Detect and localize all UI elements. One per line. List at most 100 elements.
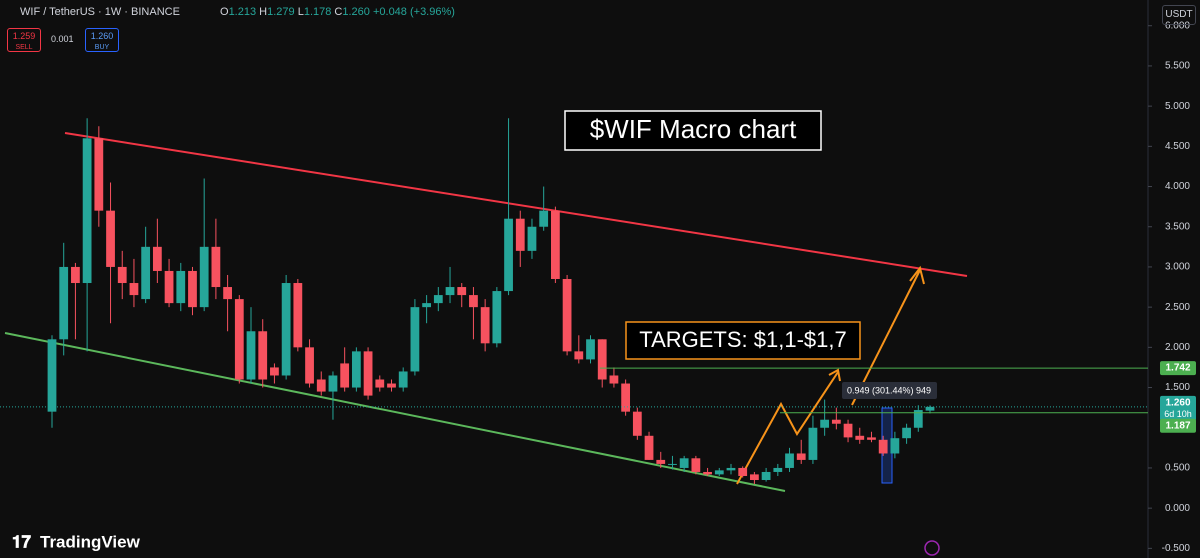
candle-body xyxy=(199,246,209,308)
candle-body xyxy=(82,138,92,284)
candle-body xyxy=(410,307,420,372)
candle-body xyxy=(305,347,314,384)
y-tick-label: 5.000 xyxy=(1165,101,1190,112)
candle-body xyxy=(831,419,841,424)
candle-body xyxy=(527,226,537,251)
support-line xyxy=(4,332,786,492)
candle-body xyxy=(867,437,876,440)
sell-price: 1.259 xyxy=(12,31,36,41)
y-tick-label: 0.000 xyxy=(1165,503,1190,514)
price-label: 1.260 xyxy=(1165,397,1190,408)
measure-label: 0.949 (301.44%) 949 xyxy=(847,385,931,395)
candle-body xyxy=(492,291,502,344)
brand-logo: 𝟏𝟕 xyxy=(12,532,31,551)
candle-body xyxy=(902,427,911,439)
y-tick-label: 0.500 xyxy=(1165,463,1190,474)
y-tick-label: 1.500 xyxy=(1165,382,1190,393)
candle-body xyxy=(609,375,619,384)
y-tick-label: 5.500 xyxy=(1165,61,1190,72)
candle-body xyxy=(843,423,853,438)
currency-button[interactable]: USDT xyxy=(1162,5,1196,25)
o-label: O xyxy=(220,6,229,18)
buy-button[interactable]: 1.260 BUY xyxy=(85,28,119,52)
candle-body xyxy=(281,283,291,376)
candle-body xyxy=(855,435,865,440)
candle-body xyxy=(644,435,654,460)
resistance-line xyxy=(64,132,968,277)
candle-body xyxy=(176,270,186,304)
candle-body xyxy=(258,331,268,380)
candle-body xyxy=(152,246,162,271)
candle-body xyxy=(445,287,455,296)
y-tick-label: 2.000 xyxy=(1165,342,1190,353)
candle-body xyxy=(211,246,221,288)
brand: TradingView xyxy=(40,532,141,551)
candle-body xyxy=(328,375,338,392)
candle-body xyxy=(750,474,759,481)
buy-label: BUY xyxy=(94,44,110,51)
candle-body xyxy=(59,266,69,340)
marks: 6.000 5.500 5.000 4.500 4.000 3.500 3.000 2.500… xyxy=(0,20,1196,554)
c-label: C xyxy=(334,6,343,18)
candle-body xyxy=(738,467,748,476)
candle-body xyxy=(656,459,666,464)
buy-price: 1.260 xyxy=(90,31,114,41)
y-tick-label: -0.500 xyxy=(1162,543,1191,554)
candle-body xyxy=(621,383,631,412)
candle-body xyxy=(925,406,935,411)
y-tick-label: 4.500 xyxy=(1165,141,1190,152)
candle-body xyxy=(504,218,513,292)
candle-body xyxy=(141,246,151,300)
candle-body xyxy=(586,339,595,360)
candle-body xyxy=(550,210,560,279)
candle-body xyxy=(562,279,572,352)
flash-icon[interactable] xyxy=(924,540,940,556)
symbol: WIF / TetherUS · 1W · BINANCE xyxy=(20,6,180,18)
candle-body xyxy=(668,463,677,465)
candle-body xyxy=(340,363,350,388)
targets-annotation: TARGETS: $1,1-$1,7 xyxy=(639,327,846,352)
price-label: 1.742 xyxy=(1165,363,1190,374)
sell-button[interactable]: 1.259 SELL xyxy=(7,28,41,52)
candle-body xyxy=(785,453,794,468)
candle-body xyxy=(878,439,888,454)
candle-body xyxy=(270,367,279,376)
candle-body xyxy=(433,295,443,304)
h-value: 1.279 xyxy=(267,6,295,18)
candle-body xyxy=(820,419,830,428)
price-label-bg xyxy=(1160,395,1196,421)
countdown: 6d 10h xyxy=(1164,409,1192,419)
arrow-head xyxy=(828,368,841,382)
candle-body xyxy=(223,287,232,300)
ohlc: O1.213 H1.279 L1.178 C1.260 +0.048 (+3.9… xyxy=(220,6,455,18)
change: +0.048 (+3.96%) xyxy=(372,6,455,18)
candle-body xyxy=(796,453,806,460)
candle-body xyxy=(106,210,115,267)
y-tick-label: 3.000 xyxy=(1165,262,1190,273)
candle-body xyxy=(422,303,432,308)
o-value: 1.213 xyxy=(228,6,257,18)
y-tick-label: 4.000 xyxy=(1165,181,1190,192)
candle-body xyxy=(246,331,256,380)
candle-body xyxy=(773,467,783,472)
chart-title: $WIF Macro chart xyxy=(590,114,797,144)
price-label-bg xyxy=(1160,361,1196,376)
candle-body xyxy=(632,411,642,436)
l-label: L xyxy=(297,6,304,18)
candle-body xyxy=(703,471,712,475)
candle-body xyxy=(714,470,724,475)
candle-body xyxy=(808,427,818,460)
price-label-bg xyxy=(1160,418,1196,433)
candle-body xyxy=(761,471,771,481)
candle-body xyxy=(351,351,361,388)
candle-body xyxy=(574,351,584,360)
arrow-head xyxy=(909,265,925,285)
candle-body xyxy=(469,295,478,308)
measure-label-bg xyxy=(842,382,937,399)
candle-body xyxy=(480,307,490,344)
candle-body xyxy=(363,351,373,396)
candle-body xyxy=(457,287,467,296)
candle-body xyxy=(597,339,607,380)
